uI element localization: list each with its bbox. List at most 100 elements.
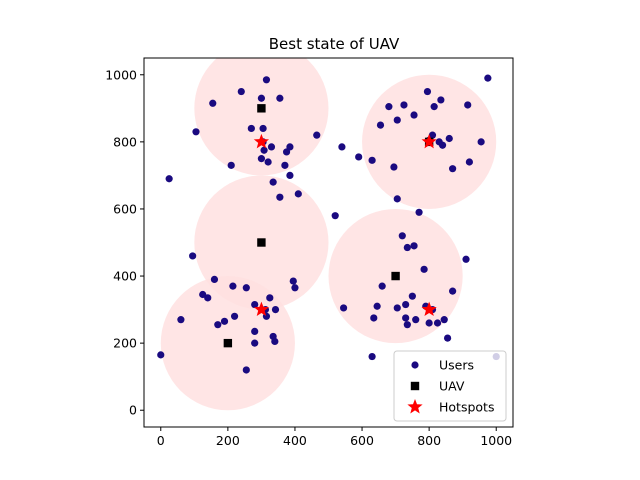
user-point bbox=[257, 155, 266, 163]
user-point bbox=[165, 175, 173, 183]
user-point bbox=[157, 351, 165, 359]
user-point bbox=[385, 103, 393, 111]
user-point bbox=[276, 94, 284, 102]
user-point bbox=[269, 178, 277, 186]
user-point bbox=[462, 255, 470, 263]
hotspot-point bbox=[421, 133, 437, 149]
hotspot-point bbox=[253, 133, 270, 149]
user-point bbox=[437, 96, 445, 104]
user-point bbox=[177, 316, 185, 324]
x-tick-label: 0 bbox=[157, 433, 165, 448]
user-point bbox=[276, 193, 284, 201]
user-point bbox=[402, 314, 410, 322]
user-point bbox=[264, 158, 272, 166]
x-tick-label: 400 bbox=[283, 433, 307, 448]
user-point bbox=[237, 87, 245, 96]
user-point bbox=[204, 294, 212, 302]
user-point bbox=[286, 143, 294, 151]
user-point bbox=[267, 143, 276, 151]
y-tick-label: 1000 bbox=[105, 67, 137, 82]
y-tick-label: 0 bbox=[129, 403, 137, 418]
user-point bbox=[266, 294, 274, 302]
user-point bbox=[281, 161, 289, 169]
user-point bbox=[402, 300, 410, 309]
user-point bbox=[291, 284, 299, 292]
user-point bbox=[445, 134, 453, 143]
x-tick-label: 1000 bbox=[480, 433, 512, 448]
user-point bbox=[425, 319, 433, 327]
legend-uav-icon bbox=[410, 381, 420, 391]
user-point bbox=[338, 143, 346, 151]
user-point bbox=[400, 101, 408, 109]
user-point bbox=[289, 277, 297, 285]
uav-point bbox=[257, 238, 266, 247]
user-point bbox=[242, 366, 250, 374]
y-tick-label: 200 bbox=[113, 336, 137, 351]
x-tick-label: 800 bbox=[417, 433, 441, 448]
y-tick-label: 800 bbox=[113, 134, 137, 149]
user-point bbox=[393, 304, 401, 312]
chart-title: Best state of UAV bbox=[269, 35, 400, 53]
user-point bbox=[251, 327, 259, 335]
user-point bbox=[331, 212, 339, 220]
user-point bbox=[410, 111, 418, 119]
user-point bbox=[355, 153, 363, 161]
user-point bbox=[230, 312, 239, 320]
uav-point bbox=[391, 271, 400, 281]
user-point bbox=[251, 300, 259, 309]
user-point bbox=[449, 165, 457, 173]
legend-label: Hotspots bbox=[439, 400, 494, 415]
user-point bbox=[378, 282, 386, 290]
points-layer bbox=[157, 74, 500, 374]
legend: Users UAV Hotspots bbox=[393, 350, 507, 422]
user-point bbox=[251, 339, 259, 347]
user-point bbox=[229, 282, 237, 290]
uav-point bbox=[223, 338, 233, 348]
legend-label: Users bbox=[439, 358, 474, 373]
user-point bbox=[433, 319, 442, 327]
user-point bbox=[423, 87, 432, 96]
legend-box bbox=[393, 350, 507, 422]
user-point bbox=[210, 275, 219, 283]
user-point bbox=[368, 156, 376, 164]
user-point bbox=[410, 242, 418, 250]
user-point bbox=[393, 116, 401, 124]
user-point bbox=[220, 317, 229, 325]
legend-hotspots-icon bbox=[407, 399, 423, 414]
y-tick-label: 400 bbox=[113, 269, 137, 284]
user-point bbox=[393, 195, 401, 203]
user-point bbox=[373, 302, 381, 310]
user-point bbox=[449, 287, 457, 295]
user-point bbox=[376, 121, 385, 129]
user-point bbox=[430, 103, 438, 111]
user-point bbox=[271, 337, 279, 346]
user-point bbox=[438, 141, 447, 149]
x-tick-label: 600 bbox=[350, 433, 374, 448]
user-point bbox=[247, 124, 255, 133]
user-point bbox=[465, 158, 473, 166]
user-point bbox=[257, 94, 266, 102]
coverage-circle bbox=[194, 58, 329, 176]
user-point bbox=[260, 146, 268, 154]
user-point bbox=[484, 74, 492, 82]
user-point bbox=[294, 190, 302, 198]
x-axis: 0 200 400 600 800 1000 bbox=[157, 427, 512, 448]
legend-label: UAV bbox=[439, 379, 465, 394]
user-point bbox=[408, 292, 416, 300]
user-point bbox=[368, 352, 376, 361]
user-point bbox=[464, 101, 472, 109]
uav-point bbox=[257, 104, 266, 113]
user-point bbox=[286, 171, 294, 180]
user-point bbox=[428, 131, 437, 139]
user-point bbox=[214, 321, 222, 329]
y-tick-label: 600 bbox=[113, 201, 137, 216]
user-point bbox=[242, 284, 250, 292]
user-point bbox=[192, 128, 200, 136]
user-point bbox=[189, 252, 197, 260]
user-point bbox=[420, 265, 428, 273]
hotspot-point bbox=[421, 301, 437, 317]
user-point bbox=[370, 314, 378, 322]
plot-frame bbox=[143, 57, 514, 428]
user-point bbox=[390, 163, 398, 171]
